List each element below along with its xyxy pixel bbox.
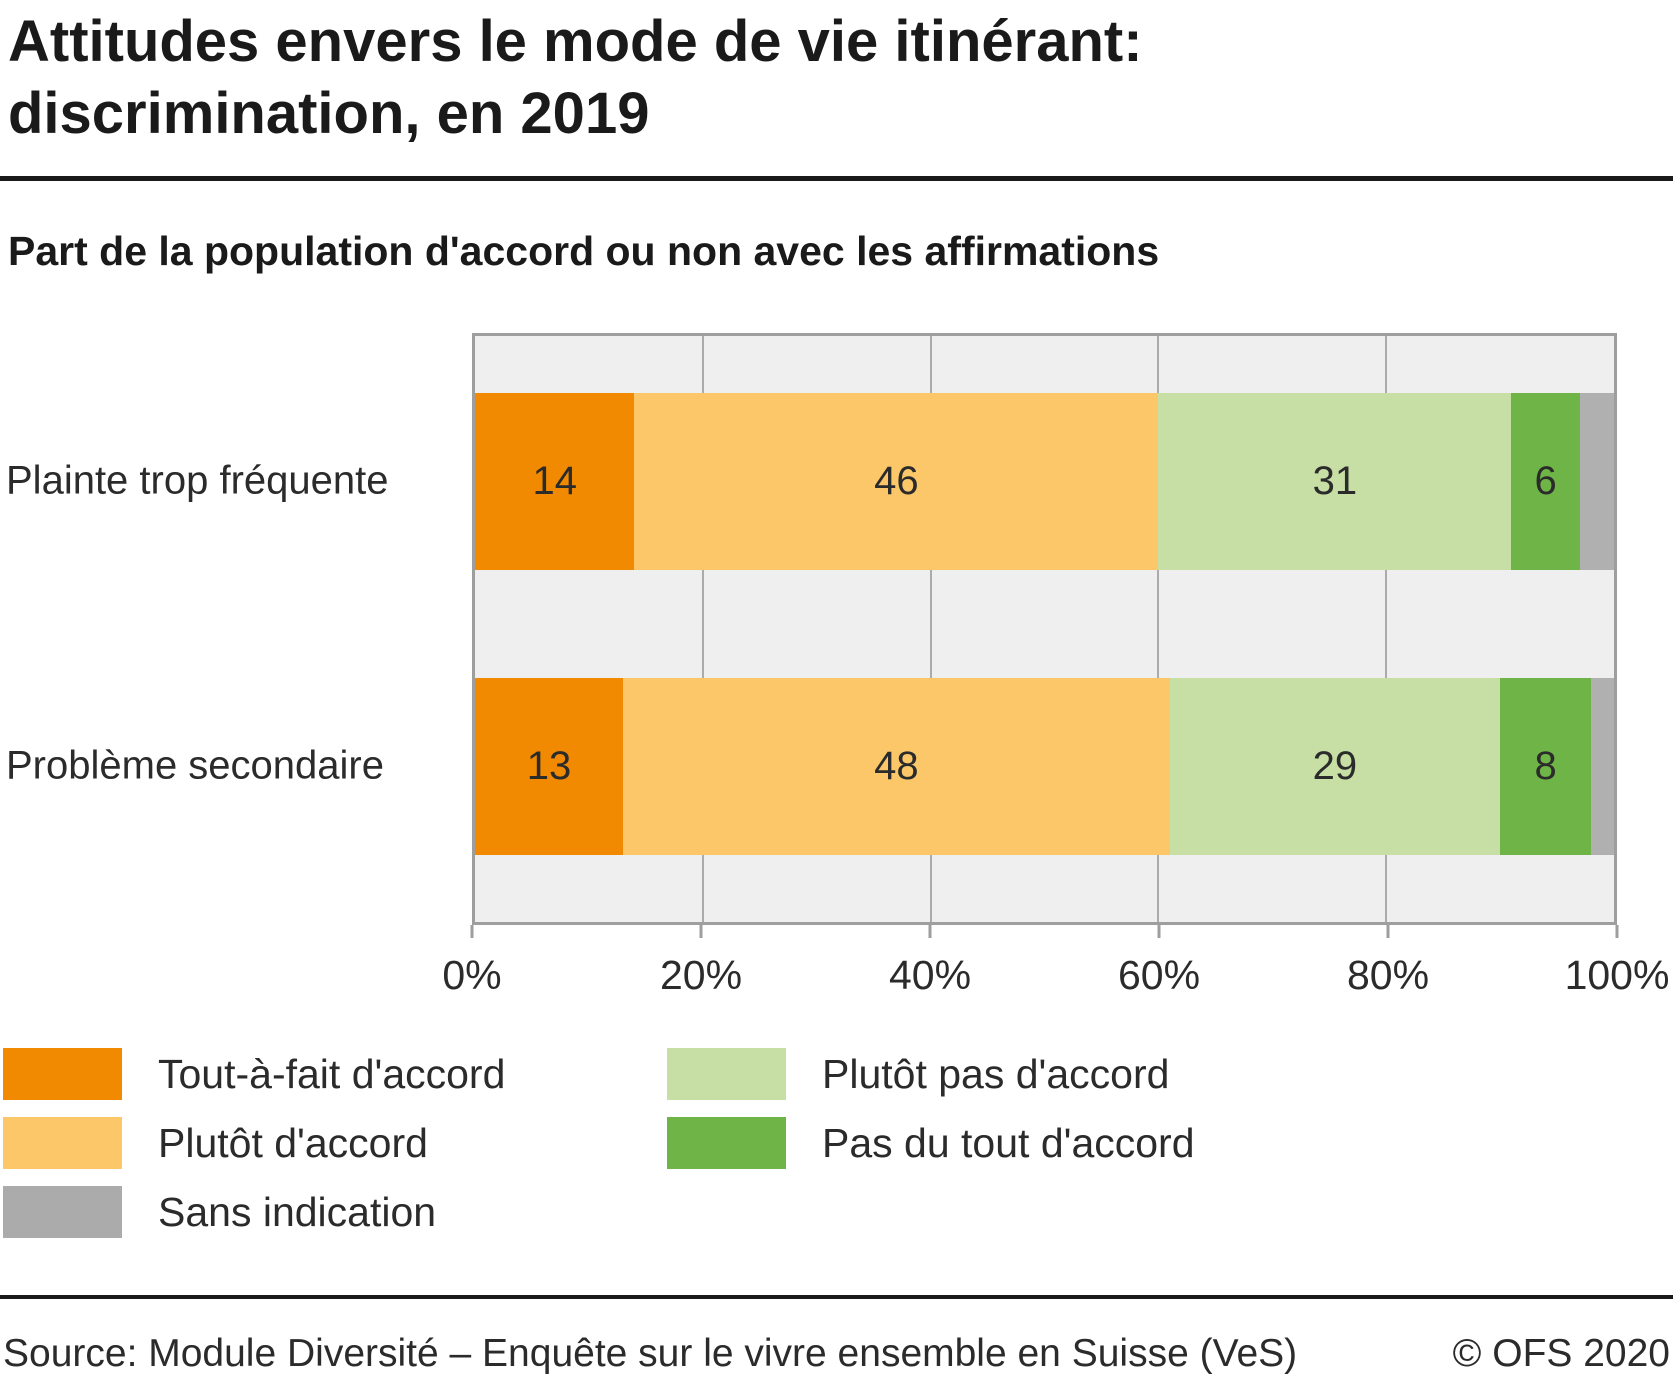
copyright-text: © OFS 2020 (1452, 1332, 1670, 1375)
plot-area: 14 46 31 6 13 48 29 8 (472, 333, 1617, 925)
legend-label: Plutôt pas d'accord (822, 1050, 1170, 1097)
gridline (1385, 336, 1388, 922)
gridline (929, 336, 932, 922)
legend-item: Plutôt d'accord (3, 1117, 505, 1169)
x-tick-label: 40% (888, 952, 972, 998)
x-tick (1386, 925, 1390, 938)
legend-label: Sans indication (158, 1188, 437, 1235)
category-label: Plainte trop fréquente (6, 458, 389, 503)
page-title: Attitudes envers le mode de vie itinéran… (8, 6, 1608, 150)
footer-divider (0, 1295, 1673, 1299)
footer: Source: Module Diversité – Enquête sur l… (3, 1332, 1670, 1376)
value-label: 29 (1312, 744, 1358, 788)
legend-column: Tout-à-fait d'accord Plutôt d'accord Sans … (3, 1048, 505, 1238)
legend-item: Sans indication (3, 1186, 505, 1238)
bar-segment: 31 (1158, 393, 1512, 570)
bar-row: 14 46 31 6 (475, 393, 1614, 570)
value-label: 14 (532, 459, 577, 503)
chart-subtitle: Part de la population d'accord ou non av… (8, 228, 1160, 274)
value-label: 13 (526, 744, 572, 788)
category-label-layer: Plainte trop fréquente Problème secondair… (6, 333, 450, 919)
legend-swatch (3, 1048, 122, 1100)
x-tick-label: 60% (1117, 952, 1201, 998)
legend-swatch (3, 1186, 122, 1238)
value-label: 48 (874, 744, 919, 788)
title-line-1: Attitudes envers le mode de vie itinéran… (8, 9, 1143, 74)
source-text: Source: Module Diversité – Enquête sur l… (3, 1332, 1298, 1375)
x-tick (699, 925, 703, 938)
category-label: Problème secondaire (6, 743, 384, 788)
x-tick (928, 925, 932, 938)
value-label: 8 (1534, 744, 1557, 788)
bar-segment: 14 (475, 393, 635, 570)
x-axis: 0% 20% 40% 60% 80% 100% (442, 925, 1669, 1005)
value-label: 6 (1534, 459, 1557, 503)
bar-segment (1591, 678, 1614, 855)
x-tick (1615, 925, 1619, 938)
legend-label: Plutôt d'accord (158, 1119, 428, 1166)
bar-segment: 8 (1500, 678, 1592, 855)
gridline (701, 336, 704, 922)
x-tick-label: 80% (1346, 952, 1430, 998)
x-tick-label: 100% (1564, 952, 1670, 998)
bar-segment: 13 (475, 678, 624, 855)
title-line-2: discrimination, en 2019 (8, 80, 650, 146)
legend-item: Pas du tout d'accord (667, 1117, 1195, 1169)
value-label: 31 (1312, 459, 1358, 503)
title-divider (0, 176, 1673, 181)
legend-swatch (667, 1117, 786, 1169)
legend-column: Plutôt pas d'accord Pas du tout d'accord (667, 1048, 1195, 1169)
x-tick (470, 925, 474, 938)
x-tick-label: 0% (442, 952, 502, 998)
bar-segment: 48 (623, 678, 1170, 855)
x-tick-label: 20% (659, 952, 743, 998)
bar-segment: 46 (634, 393, 1159, 570)
bar-row: 13 48 29 8 (475, 678, 1614, 855)
value-label: 46 (874, 459, 919, 503)
legend-label: Pas du tout d'accord (822, 1119, 1195, 1166)
bar-segment: 29 (1169, 678, 1501, 855)
bar-segment: 6 (1511, 393, 1580, 570)
legend-item: Plutôt pas d'accord (667, 1048, 1195, 1100)
bar-segment (1579, 393, 1614, 570)
x-tick (1157, 925, 1161, 938)
legend-swatch (667, 1048, 786, 1100)
gridline (1157, 336, 1160, 922)
legend-label: Tout-à-fait d'accord (158, 1050, 506, 1097)
legend-item: Tout-à-fait d'accord (3, 1048, 505, 1100)
legend-swatch (3, 1117, 122, 1169)
